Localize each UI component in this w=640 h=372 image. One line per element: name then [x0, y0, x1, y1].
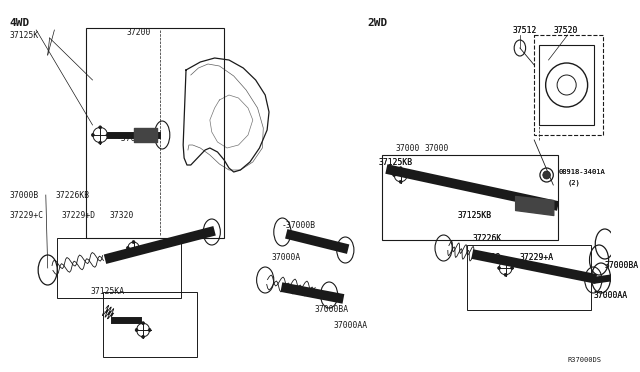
Circle shape: [141, 335, 145, 338]
Text: 37226K: 37226K: [472, 234, 502, 243]
Text: 37320: 37320: [109, 211, 134, 219]
Text: 37226K: 37226K: [472, 234, 502, 243]
Text: 4WD: 4WD: [10, 18, 30, 28]
Text: 37229: 37229: [477, 253, 501, 263]
Circle shape: [127, 247, 129, 250]
Text: 37512: 37512: [512, 26, 537, 35]
Text: 37229+D: 37229+D: [62, 211, 96, 219]
Circle shape: [148, 328, 151, 331]
Text: 37229: 37229: [477, 253, 501, 263]
Circle shape: [498, 266, 500, 269]
Text: 37000BA: 37000BA: [315, 305, 349, 314]
Circle shape: [504, 273, 507, 276]
Text: N: N: [545, 173, 548, 177]
Text: 37125K: 37125K: [10, 31, 39, 39]
Circle shape: [132, 253, 135, 256]
Text: 37125KB: 37125KB: [379, 157, 413, 167]
Circle shape: [92, 134, 94, 137]
Text: R37000DS: R37000DS: [568, 357, 602, 363]
Text: 08918-3401A: 08918-3401A: [558, 169, 605, 175]
Text: -37000B: -37000B: [282, 221, 316, 230]
Text: 37226KB: 37226KB: [55, 190, 90, 199]
Text: 37520: 37520: [554, 26, 578, 35]
Bar: [539, 45, 595, 125]
Bar: [86, 28, 224, 238]
Circle shape: [99, 126, 102, 129]
Text: 37125KB: 37125KB: [458, 211, 492, 219]
Text: 37000BA: 37000BA: [605, 260, 639, 269]
Circle shape: [138, 247, 141, 250]
Text: 37000: 37000: [396, 144, 420, 153]
Circle shape: [399, 180, 402, 183]
Text: 37125KB: 37125KB: [458, 211, 492, 219]
Circle shape: [543, 171, 550, 179]
Text: 37000B: 37000B: [10, 190, 39, 199]
Circle shape: [135, 328, 138, 331]
Text: 37000: 37000: [424, 144, 449, 153]
Text: 37229+A: 37229+A: [520, 253, 554, 263]
Circle shape: [141, 322, 145, 325]
Text: 37125KA: 37125KA: [91, 288, 125, 296]
Bar: [57, 238, 181, 298]
Text: 2WD: 2WD: [367, 18, 387, 28]
Circle shape: [399, 167, 402, 170]
Circle shape: [511, 266, 513, 269]
Text: (2): (2): [568, 180, 580, 186]
Circle shape: [99, 141, 102, 144]
Circle shape: [106, 134, 109, 137]
Text: 37512: 37512: [512, 26, 537, 35]
Circle shape: [393, 173, 396, 176]
Circle shape: [504, 260, 507, 263]
Text: 37200: 37200: [127, 28, 151, 36]
Text: 08918-3401A: 08918-3401A: [558, 169, 605, 175]
Bar: [381, 155, 558, 240]
Text: 37000A: 37000A: [272, 253, 301, 263]
Text: 37000AA: 37000AA: [334, 321, 368, 330]
Text: (2): (2): [568, 180, 580, 186]
Text: 37000BA: 37000BA: [605, 260, 639, 269]
Circle shape: [406, 173, 408, 176]
Bar: [534, 35, 603, 135]
Bar: [103, 292, 196, 357]
Text: 37000AA: 37000AA: [593, 291, 627, 299]
Bar: [467, 245, 591, 310]
Text: 37229+A: 37229+A: [520, 253, 554, 263]
Text: -37000A: -37000A: [116, 134, 150, 142]
Text: 37520: 37520: [554, 26, 578, 35]
Circle shape: [132, 241, 135, 244]
Text: 37000AA: 37000AA: [593, 291, 627, 299]
Text: 37125KB: 37125KB: [379, 157, 413, 167]
Text: 37229+C: 37229+C: [10, 211, 44, 219]
